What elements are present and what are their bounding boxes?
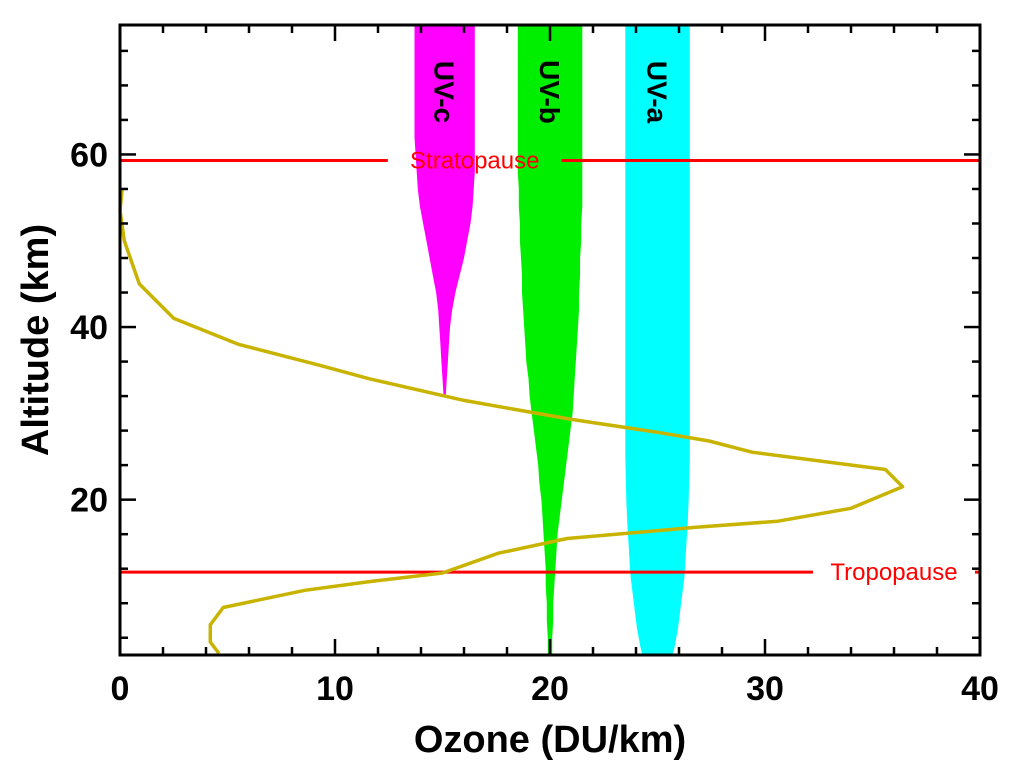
- x-axis-title: Ozone (DU/km): [414, 719, 686, 761]
- band-label-uv-a: UV-a: [642, 61, 673, 124]
- x-tick-label: 20: [531, 670, 569, 708]
- x-tick-label: 10: [316, 670, 354, 708]
- uv-band-uv-b: [517, 25, 583, 655]
- band-label-uv-c: UV-c: [429, 61, 460, 123]
- x-tick-label: 30: [746, 670, 784, 708]
- x-tick-label: 40: [961, 670, 999, 708]
- tick-labels: 0 10 20 30 40 20 40 60: [70, 136, 999, 708]
- band-label-uv-b: UV-b: [534, 60, 565, 124]
- uv-band-uv-c: [414, 25, 475, 397]
- ozone-profile-line: [118, 188, 905, 655]
- y-tick-label: 60: [70, 136, 108, 174]
- axis-ticks: [118, 25, 982, 655]
- uv-band-uv-a: [625, 25, 690, 655]
- y-tick-label: 20: [70, 482, 108, 520]
- y-axis-title: Altitude (km): [15, 224, 57, 456]
- reference-lines: Stratopause Tropopause: [120, 147, 980, 586]
- uv-band-labels: UV-c UV-b UV-a: [429, 60, 673, 124]
- reference-label-tropopause: Tropopause: [830, 559, 957, 586]
- reference-label-stratopause: Stratopause: [410, 147, 539, 174]
- x-tick-label: 0: [111, 670, 130, 708]
- y-tick-label: 40: [70, 309, 108, 347]
- ozone-profile: [118, 188, 905, 655]
- uv-bands: [414, 25, 690, 655]
